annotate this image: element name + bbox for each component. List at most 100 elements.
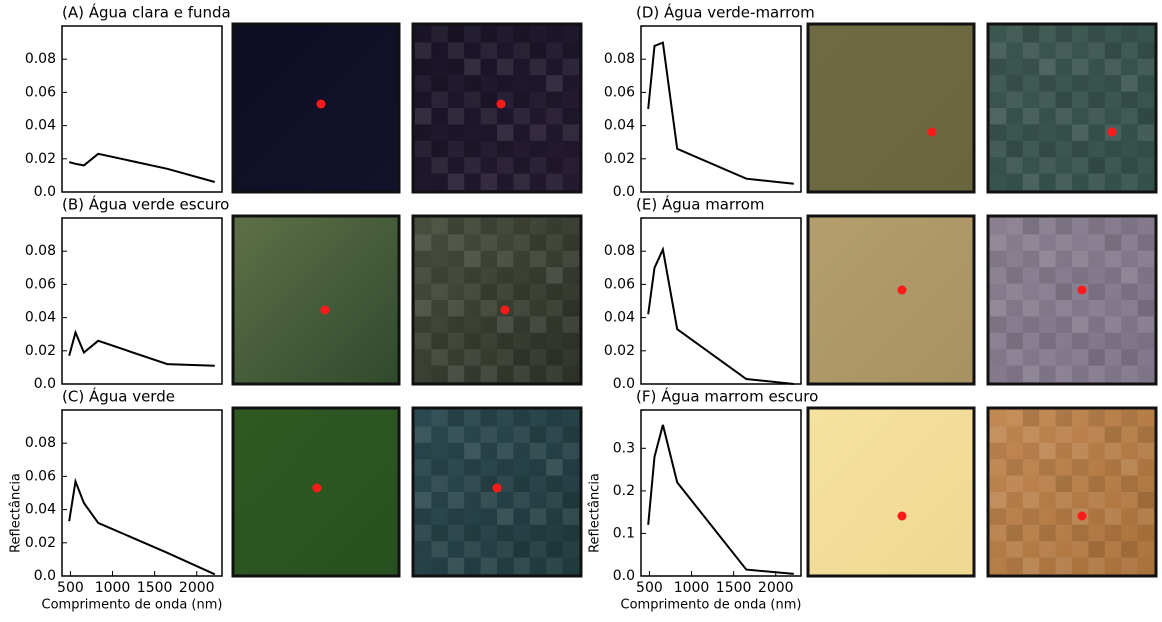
pixel — [1088, 426, 1105, 443]
pixel — [1023, 333, 1039, 349]
pixel — [1006, 108, 1022, 124]
pixel — [1105, 157, 1121, 173]
pixel — [1039, 300, 1055, 316]
pixel — [1039, 91, 1056, 108]
pixel — [1039, 332, 1056, 350]
pixel — [480, 283, 497, 300]
pixel — [546, 492, 563, 509]
pixel — [1121, 316, 1137, 332]
pixel — [990, 58, 1007, 76]
pixel — [431, 365, 448, 382]
x-axis-label: Comprimento de onda (nm) — [621, 598, 802, 613]
pixel — [1022, 492, 1040, 509]
pixel — [990, 42, 1007, 59]
photo — [986, 406, 1158, 578]
pixel — [1056, 443, 1072, 459]
pixel — [1006, 157, 1023, 174]
spectrum-line — [68, 152, 216, 183]
pixel — [431, 557, 448, 574]
pixel — [1088, 157, 1105, 174]
pixel — [530, 349, 546, 365]
pixel — [1056, 251, 1072, 267]
pixel — [1039, 541, 1056, 558]
pixel — [1104, 459, 1122, 476]
pixel — [1039, 42, 1055, 58]
pixel — [1006, 124, 1022, 140]
pixel — [415, 250, 432, 268]
pixel — [1088, 300, 1105, 317]
pixel — [1039, 58, 1056, 76]
plot-frame — [61, 217, 223, 385]
y-tick-label: 0.06 — [25, 84, 56, 100]
pixel — [497, 541, 514, 558]
pixel — [481, 141, 497, 157]
chart-title: (F) Água marrom escuro — [636, 387, 818, 406]
pixel — [447, 108, 465, 125]
pixel — [448, 541, 464, 557]
pixel — [431, 524, 448, 542]
pixel — [562, 426, 579, 443]
pixel — [464, 442, 481, 460]
pixel — [530, 366, 546, 382]
pixel — [415, 124, 432, 141]
x-tick-label: 1000 — [95, 580, 131, 596]
pixel — [529, 58, 547, 76]
pixel — [415, 316, 432, 333]
y-tick-label: 0.0 — [34, 184, 56, 200]
pixel — [447, 42, 465, 59]
photo — [411, 22, 583, 194]
pixel — [1138, 459, 1154, 475]
pixel — [480, 300, 497, 317]
plot-frame — [61, 25, 223, 193]
pixel — [1056, 75, 1072, 91]
y-tick-label: 0.08 — [25, 435, 56, 451]
pixel — [1072, 442, 1089, 460]
pixel — [1039, 366, 1055, 382]
pixel — [464, 42, 480, 58]
pixel — [1022, 108, 1040, 125]
pixel — [447, 58, 465, 76]
pixel — [530, 284, 546, 300]
pixel — [1006, 234, 1022, 250]
photo — [806, 406, 976, 578]
pixel — [480, 557, 497, 574]
pixel — [1022, 426, 1040, 443]
pixel — [1137, 508, 1154, 525]
pixel — [1039, 250, 1056, 268]
pixel — [1088, 251, 1104, 267]
pixel — [513, 508, 529, 524]
pixel — [448, 75, 464, 91]
pixel — [464, 349, 481, 366]
pixel — [529, 524, 547, 542]
pixel — [1056, 459, 1072, 475]
pixel — [546, 75, 563, 92]
pixel — [1072, 250, 1089, 268]
plot-frame — [640, 409, 802, 577]
pixel — [562, 508, 579, 525]
pixel — [447, 508, 465, 525]
pixel — [1055, 557, 1072, 574]
pixel — [1006, 140, 1023, 158]
pixel — [497, 410, 513, 426]
pixel — [1055, 124, 1072, 141]
pixel — [530, 218, 546, 234]
pixel — [431, 475, 448, 492]
pixel — [990, 508, 1007, 525]
pixel — [529, 250, 547, 268]
pixel — [562, 140, 579, 158]
pixel — [415, 157, 431, 173]
pixel — [513, 251, 529, 267]
pixel — [1121, 267, 1138, 284]
pixel — [1072, 492, 1088, 508]
pixel — [464, 140, 481, 158]
pixel — [415, 442, 432, 460]
y-tick-label: 0.02 — [25, 343, 56, 359]
pixel — [480, 218, 497, 235]
spectrum-line — [647, 424, 794, 575]
pixel — [497, 75, 514, 92]
pixel — [513, 157, 530, 174]
sample-point — [1077, 511, 1087, 521]
pixel — [1088, 141, 1104, 157]
y-tick-label: 0.0 — [613, 568, 635, 584]
pixel — [1072, 349, 1089, 366]
